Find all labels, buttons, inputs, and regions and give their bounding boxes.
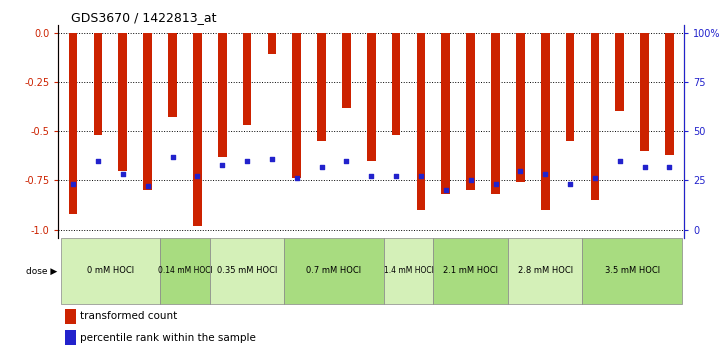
Point [539,172,551,177]
Point [664,164,676,170]
Text: percentile rank within the sample: percentile rank within the sample [80,332,256,343]
Point [92,158,104,164]
Point [67,182,79,187]
Bar [143,33,152,190]
Bar [168,33,177,118]
Bar [384,238,433,304]
Point [589,176,601,181]
Point [515,168,526,173]
Bar [69,33,77,214]
Point [266,156,277,161]
Bar [242,33,251,125]
Bar [342,33,351,108]
Bar [582,238,682,304]
Bar [441,33,450,194]
Bar [640,33,649,151]
Text: transformed count: transformed count [80,311,178,321]
Text: 0.35 mM HOCl: 0.35 mM HOCl [217,267,277,275]
Bar [210,238,285,304]
Bar [566,33,574,141]
Bar [285,238,384,304]
Bar [516,33,525,182]
Bar [491,33,500,194]
Point [191,173,203,179]
Point [564,182,576,187]
Bar [665,33,673,155]
Point [117,172,129,177]
Point [638,164,650,170]
Point [216,162,228,167]
Bar [160,238,210,304]
Text: GDS3670 / 1422813_at: GDS3670 / 1422813_at [71,11,216,24]
Bar [218,33,226,157]
Point [341,158,352,164]
Point [291,176,303,181]
Bar [268,33,276,54]
Bar [392,33,400,135]
Point [614,158,625,164]
Point [365,173,377,179]
Bar [94,33,103,135]
Text: 0.14 mM HOCl: 0.14 mM HOCl [157,267,213,275]
Point [316,164,328,170]
Text: dose ▶: dose ▶ [26,267,58,275]
Bar [317,33,326,141]
Text: 1.4 mM HOCl: 1.4 mM HOCl [384,267,433,275]
Text: 2.1 mM HOCl: 2.1 mM HOCl [443,267,498,275]
Point [241,158,253,164]
Bar [541,33,550,210]
Bar [467,33,475,190]
Bar [60,238,160,304]
Bar [65,330,76,345]
Bar [65,309,76,324]
Bar [416,33,425,210]
Bar [119,33,127,171]
Text: 0.7 mM HOCl: 0.7 mM HOCl [306,267,362,275]
Point [142,183,154,189]
Point [490,182,502,187]
Point [415,173,427,179]
Point [390,173,402,179]
Point [440,187,451,193]
Text: 2.8 mM HOCl: 2.8 mM HOCl [518,267,573,275]
Point [167,154,178,160]
Bar [615,33,624,112]
Bar [508,238,582,304]
Bar [193,33,202,226]
Text: 0 mM HOCl: 0 mM HOCl [87,267,134,275]
Bar [367,33,376,161]
Text: 3.5 mM HOCl: 3.5 mM HOCl [604,267,660,275]
Bar [433,238,508,304]
Point [465,178,477,183]
Bar [293,33,301,178]
Bar [590,33,599,200]
